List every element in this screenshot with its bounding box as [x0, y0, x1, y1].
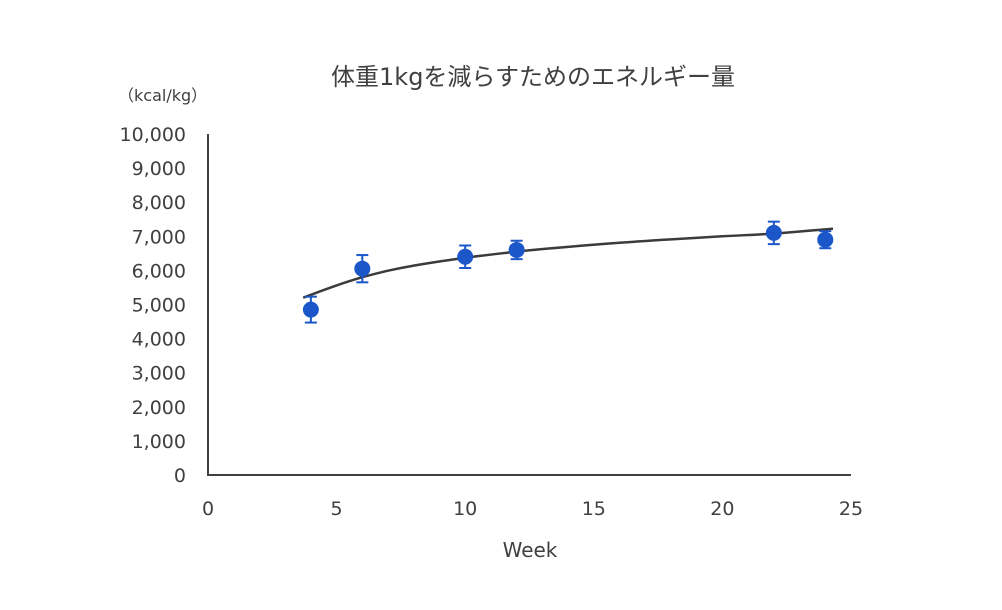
- data-point-group: [457, 244, 474, 270]
- data-point-group: [508, 239, 525, 261]
- x-tick-label: 0: [202, 498, 214, 520]
- x-tick-label: 20: [710, 498, 734, 520]
- x-tick-label: 15: [582, 498, 606, 520]
- y-tick-label: 9,000: [132, 158, 186, 180]
- data-point: [354, 260, 371, 277]
- y-tick-label: 7,000: [132, 226, 186, 248]
- trend-line: [302, 227, 834, 299]
- chart-title: 体重1kgを減らすためのエネルギー量: [331, 63, 735, 91]
- y-tick-label: 4,000: [132, 329, 186, 351]
- y-axis-ticks: 0 1,000 2,000 3,000 4,000 5,000 6,000 7,000 8,00…: [120, 124, 186, 487]
- data-point: [457, 248, 474, 265]
- y-tick-label: 10,000: [120, 124, 186, 146]
- y-tick-label: 6,000: [132, 260, 186, 282]
- data-point-group: [354, 254, 371, 284]
- y-tick-label: 5,000: [132, 295, 186, 317]
- y-axis-unit-label: （kcal/kg）: [118, 86, 207, 105]
- y-tick-label: 1,000: [132, 431, 186, 453]
- data-point-group: [765, 220, 782, 246]
- y-tick-label: 0: [174, 465, 186, 487]
- data-point-group: [817, 230, 834, 250]
- x-tick-label: 5: [331, 498, 343, 520]
- x-axis-ticks: 0 5 10 15 20 25: [202, 498, 863, 520]
- data-point: [508, 241, 525, 258]
- y-tick-label: 8,000: [132, 192, 186, 214]
- y-tick-label: 2,000: [132, 397, 186, 419]
- x-axis-title: Week: [503, 538, 558, 562]
- x-tick-label: 10: [453, 498, 477, 520]
- y-tick-label: 3,000: [132, 363, 186, 385]
- data-points: [302, 220, 834, 324]
- data-point: [302, 301, 319, 318]
- data-point-group: [302, 295, 319, 324]
- x-tick-label: 25: [839, 498, 863, 520]
- data-point: [765, 224, 782, 241]
- data-point: [817, 231, 834, 248]
